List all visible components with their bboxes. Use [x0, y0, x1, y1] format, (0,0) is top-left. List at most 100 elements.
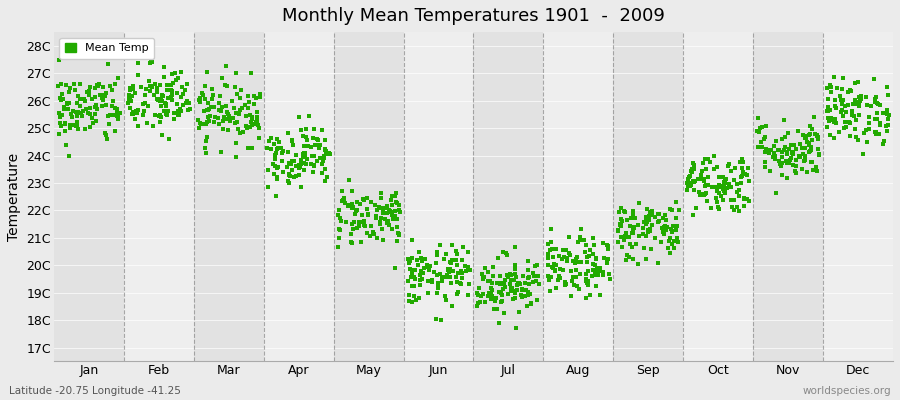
- Point: [122, 97, 137, 104]
- Bar: [403, 32, 473, 361]
- Point: [403, 258, 418, 264]
- Point: [198, 120, 212, 127]
- Point: [436, 255, 451, 262]
- Point: [439, 274, 454, 280]
- Point: [546, 265, 561, 271]
- Point: [643, 210, 657, 216]
- Point: [868, 98, 883, 105]
- Point: [838, 118, 852, 125]
- Point: [680, 183, 695, 189]
- Point: [585, 273, 599, 280]
- Point: [88, 85, 103, 92]
- Point: [661, 245, 675, 251]
- Point: [670, 215, 684, 221]
- Point: [221, 127, 236, 134]
- Point: [282, 172, 296, 178]
- Point: [440, 272, 454, 278]
- Point: [350, 225, 365, 232]
- Point: [778, 158, 793, 164]
- Point: [834, 85, 849, 92]
- Point: [345, 205, 359, 212]
- Point: [521, 266, 535, 273]
- Point: [716, 182, 731, 188]
- Point: [96, 84, 111, 90]
- Point: [657, 223, 671, 229]
- Point: [508, 262, 522, 268]
- Point: [686, 212, 700, 219]
- Point: [520, 275, 535, 282]
- Point: [438, 297, 453, 303]
- Point: [485, 280, 500, 287]
- Point: [122, 87, 137, 93]
- Point: [857, 130, 871, 136]
- Point: [319, 148, 333, 154]
- Point: [411, 295, 426, 302]
- Point: [596, 240, 610, 246]
- Point: [198, 96, 212, 102]
- Point: [182, 100, 196, 106]
- Point: [310, 137, 325, 143]
- Point: [441, 267, 455, 274]
- Point: [253, 91, 267, 98]
- Point: [879, 127, 894, 134]
- Point: [431, 280, 446, 286]
- Point: [833, 97, 848, 104]
- Point: [73, 102, 87, 109]
- Point: [302, 112, 316, 119]
- Point: [454, 270, 469, 276]
- Point: [374, 220, 388, 227]
- Point: [848, 126, 862, 133]
- Point: [88, 94, 103, 100]
- Point: [413, 277, 428, 283]
- Point: [173, 106, 187, 112]
- Point: [407, 274, 421, 281]
- Point: [546, 254, 561, 260]
- Point: [848, 80, 862, 86]
- Point: [779, 160, 794, 166]
- Point: [199, 134, 213, 140]
- Point: [183, 106, 197, 113]
- Point: [392, 231, 407, 238]
- Point: [192, 125, 206, 131]
- Point: [615, 243, 629, 250]
- Point: [166, 80, 180, 86]
- Point: [388, 208, 402, 214]
- Point: [802, 140, 816, 146]
- Point: [99, 90, 113, 96]
- Point: [811, 133, 825, 140]
- Point: [579, 242, 593, 248]
- Point: [685, 165, 699, 172]
- Point: [544, 239, 558, 245]
- Point: [219, 62, 233, 69]
- Point: [500, 252, 514, 258]
- Point: [648, 214, 662, 220]
- Point: [544, 273, 559, 280]
- Point: [360, 194, 374, 201]
- Point: [193, 99, 207, 105]
- Point: [654, 238, 669, 245]
- Point: [331, 235, 346, 242]
- Point: [528, 278, 543, 284]
- Point: [573, 259, 588, 265]
- Point: [691, 176, 706, 183]
- Point: [796, 151, 810, 157]
- Point: [296, 150, 310, 157]
- Point: [827, 119, 842, 125]
- Point: [336, 198, 350, 204]
- Point: [157, 74, 171, 80]
- Point: [244, 116, 258, 122]
- Point: [215, 104, 230, 110]
- Point: [63, 125, 77, 131]
- Point: [526, 270, 541, 276]
- Point: [368, 214, 382, 221]
- Point: [612, 209, 626, 216]
- Point: [601, 246, 616, 252]
- Point: [615, 218, 629, 225]
- Point: [593, 291, 608, 298]
- Point: [810, 132, 824, 138]
- Point: [337, 198, 351, 204]
- Point: [688, 178, 702, 184]
- Point: [762, 146, 777, 153]
- Point: [170, 101, 184, 108]
- Point: [445, 256, 459, 263]
